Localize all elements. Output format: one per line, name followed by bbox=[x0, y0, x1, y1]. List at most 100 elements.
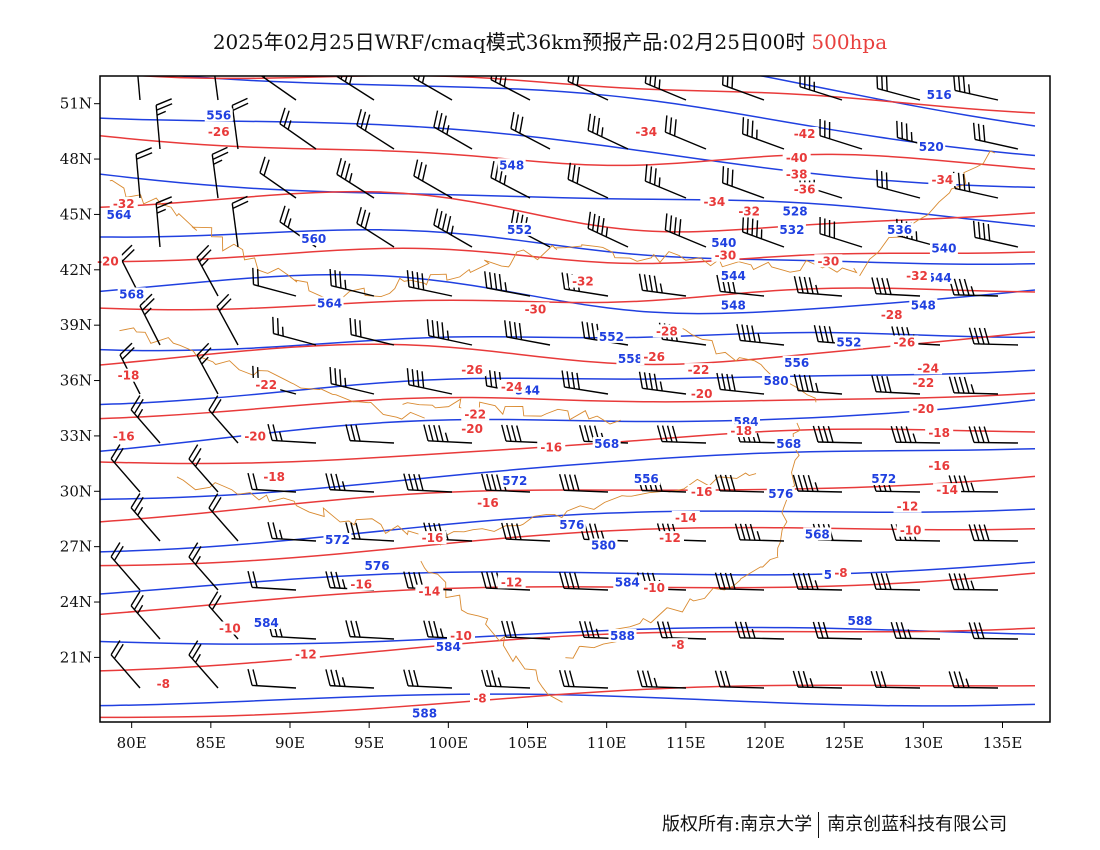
temperature-label-bg bbox=[909, 376, 938, 390]
height-label-bg bbox=[204, 108, 233, 122]
temperature-label-bg bbox=[215, 621, 244, 635]
temperature-label: -12 bbox=[659, 531, 681, 545]
temperature-label-bg bbox=[814, 254, 843, 268]
temperature-label: -14 bbox=[675, 511, 697, 525]
temperature-label-bg bbox=[93, 254, 122, 268]
height-label: 528 bbox=[783, 204, 808, 218]
temperature-label: -10 bbox=[900, 524, 922, 538]
height-label: 556 bbox=[206, 108, 231, 122]
wind-barb bbox=[216, 293, 239, 346]
wind-barb bbox=[208, 493, 239, 542]
height-label-bg bbox=[434, 640, 463, 654]
temperature-label-bg bbox=[893, 499, 922, 513]
wind-barb bbox=[267, 521, 317, 542]
wind-barb bbox=[481, 669, 531, 689]
height-label-bg bbox=[917, 139, 946, 153]
border-line bbox=[119, 327, 425, 420]
temperature-contour bbox=[100, 572, 1036, 616]
wind-barb bbox=[734, 621, 785, 640]
temperature-label-bg bbox=[109, 429, 138, 443]
wind-barb bbox=[231, 97, 249, 150]
lat-tick-label: 36N bbox=[60, 372, 92, 390]
height-label: 568 bbox=[805, 527, 830, 541]
wind-barb bbox=[567, 76, 609, 101]
temperature-contour bbox=[100, 331, 1036, 366]
temperature-label-bg bbox=[782, 150, 811, 164]
temperature-label-bg bbox=[735, 204, 764, 218]
wind-barb bbox=[259, 156, 297, 199]
temperature-label-bg bbox=[652, 324, 681, 338]
wind-barb bbox=[336, 76, 375, 101]
footer: 版权所有:南京大学 南京创蓝科技有限公司 bbox=[662, 810, 1007, 838]
chart-title: 2025年02月25日WRF/cmaq模式36km预报产品:02月25日00时 5… bbox=[0, 26, 1100, 55]
title-level: 500hpa bbox=[811, 30, 888, 54]
wind-barb bbox=[403, 473, 453, 493]
wind-barb bbox=[325, 669, 375, 689]
temperature-label: -40 bbox=[786, 151, 808, 165]
temperature-label-bg bbox=[671, 510, 700, 524]
lon-tick-label: 135E bbox=[983, 734, 1023, 752]
height-label-bg bbox=[616, 352, 645, 366]
wind-barb bbox=[714, 670, 765, 689]
wind-barb bbox=[876, 76, 921, 101]
height-label-bg bbox=[105, 208, 133, 222]
height-label-bg bbox=[925, 88, 954, 102]
height-label-bg bbox=[834, 335, 863, 349]
wind-barb bbox=[664, 115, 707, 150]
wind-barb bbox=[819, 119, 863, 150]
wind-barb bbox=[356, 206, 395, 248]
lon-tick-label: 115E bbox=[666, 734, 706, 752]
temperature-label-bg bbox=[204, 125, 233, 139]
height-label-bg bbox=[869, 472, 898, 486]
height-label-bg bbox=[782, 355, 811, 369]
height-label: 584 bbox=[254, 616, 279, 630]
temperature-label-bg bbox=[418, 531, 447, 545]
wind-barb bbox=[587, 113, 629, 150]
wind-barb bbox=[484, 271, 531, 297]
wind-barb bbox=[356, 108, 395, 150]
temperature-label: -32 bbox=[113, 197, 135, 211]
temperature-label: -16 bbox=[477, 496, 499, 510]
height-label-bg bbox=[613, 575, 642, 589]
wind-barb bbox=[433, 208, 473, 248]
temperature-contour bbox=[100, 627, 1036, 672]
temperature-label: -24 bbox=[501, 380, 523, 394]
height-label-bg bbox=[410, 706, 439, 720]
height-label: 548 bbox=[499, 158, 524, 172]
lat-tick-label: 24N bbox=[60, 593, 92, 611]
height-contour bbox=[100, 508, 1036, 553]
lat-tick-label: 30N bbox=[60, 482, 92, 500]
wind-barb bbox=[130, 591, 161, 640]
temperature-label-bg bbox=[473, 496, 502, 510]
temperature-label: -8 bbox=[834, 566, 847, 580]
height-label-bg bbox=[363, 558, 392, 572]
temperature-label: -18 bbox=[730, 424, 752, 438]
height-label: 572 bbox=[325, 533, 350, 547]
wind-barb bbox=[247, 472, 297, 493]
wind-barb bbox=[501, 522, 551, 542]
wind-barb bbox=[656, 621, 707, 640]
height-label-bg bbox=[589, 538, 618, 552]
temperature-contour bbox=[100, 526, 1036, 567]
lat-tick-label: 21N bbox=[60, 648, 92, 666]
temperature-label: -8 bbox=[157, 677, 170, 691]
border-line bbox=[859, 150, 995, 277]
border-line bbox=[328, 244, 558, 304]
height-label: 552 bbox=[599, 330, 624, 344]
temperature-label: -10 bbox=[450, 629, 472, 643]
temperature-label-bg bbox=[114, 368, 143, 382]
wind-barb bbox=[510, 112, 551, 150]
temperature-label: -22 bbox=[255, 378, 277, 392]
wind-barb bbox=[968, 327, 1019, 346]
temperature-label-bg bbox=[687, 387, 716, 401]
height-label-bg bbox=[117, 287, 146, 301]
temperature-label: -8 bbox=[473, 692, 486, 706]
height-contour bbox=[100, 369, 1036, 406]
height-label-bg bbox=[632, 472, 661, 486]
temperature-label: -18 bbox=[263, 470, 285, 484]
title-main: 2025年02月25日WRF/cmaq模式36km预报产品:02月25日00时 bbox=[212, 30, 806, 54]
wind-barb bbox=[812, 425, 863, 444]
border-line bbox=[553, 244, 858, 274]
temperature-label-bg bbox=[497, 575, 526, 589]
temperature-label: -20 bbox=[912, 402, 934, 416]
